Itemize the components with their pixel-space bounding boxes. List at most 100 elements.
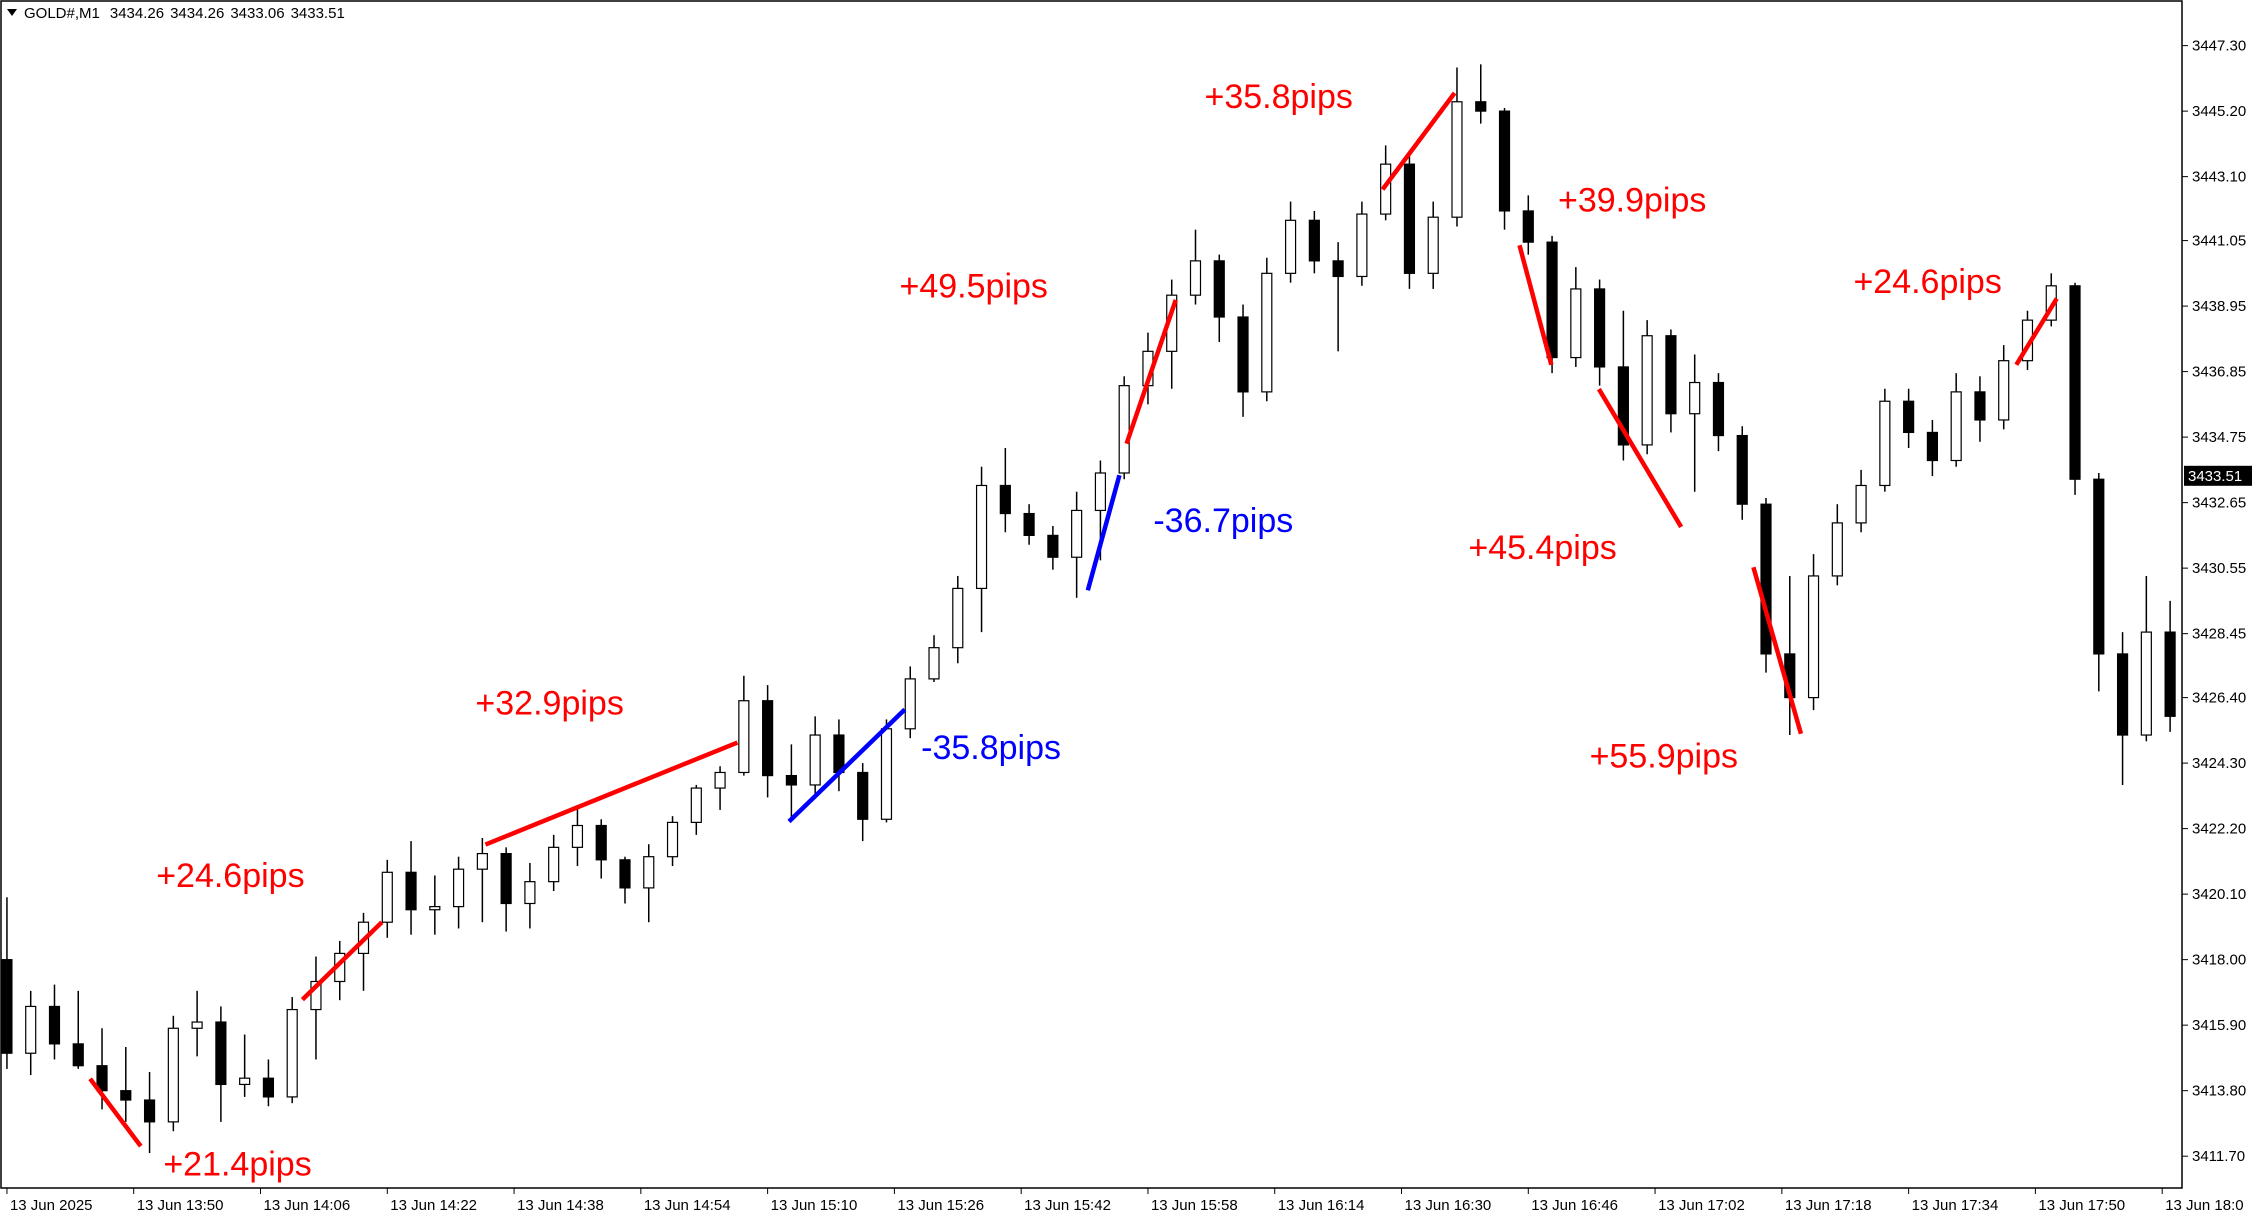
candle-body xyxy=(1641,335,1653,446)
x-tick-label: 13 Jun 17:50 xyxy=(2038,1197,2125,1214)
candle-body xyxy=(690,787,702,823)
y-tick-label: 3436.85 xyxy=(2192,364,2246,381)
x-tick-label: 13 Jun 14:54 xyxy=(644,1197,731,1214)
annotation-label: -35.8pips xyxy=(921,729,1061,767)
annotation-label: +45.4pips xyxy=(1468,529,1616,567)
y-tick-label: 3411.70 xyxy=(2192,1148,2245,1165)
candle-body xyxy=(1023,512,1035,536)
candle-body xyxy=(571,824,584,848)
candle-body xyxy=(25,1005,37,1054)
candle-body xyxy=(1094,472,1107,512)
y-tick-label: 3413.80 xyxy=(2192,1083,2246,1100)
candle-body xyxy=(738,700,750,774)
candle-body xyxy=(429,906,441,911)
quote-value: 3433.06 xyxy=(230,5,284,22)
annotation-label: +24.6pips xyxy=(1853,263,2001,301)
symbol: GOLD#,M1 xyxy=(24,5,100,22)
y-tick-label: 3422.20 xyxy=(2192,821,2246,838)
annotation-label: +21.4pips xyxy=(163,1146,311,1184)
candle-body xyxy=(809,734,821,786)
annotation-label: -36.7pips xyxy=(1153,502,1293,540)
candle-body xyxy=(1261,272,1273,393)
candle-body xyxy=(1213,260,1225,318)
candle-body xyxy=(548,846,560,883)
candle-body xyxy=(1855,484,1867,524)
candle-body xyxy=(1522,210,1534,243)
candle-body xyxy=(975,484,988,590)
x-tick-label: 13 Jun 14:06 xyxy=(264,1197,351,1214)
x-tick-label: 13 Jun 16:14 xyxy=(1278,1197,1365,1214)
candle-body xyxy=(48,1005,61,1045)
annotation-line xyxy=(2014,297,2059,366)
candle-body xyxy=(500,852,512,905)
x-tick-label: 13 Jun 15:42 xyxy=(1024,1197,1111,1214)
candle-body xyxy=(215,1021,227,1086)
annotation-label: +35.8pips xyxy=(1204,78,1352,116)
candle-body xyxy=(1950,391,1962,462)
y-tick-label: 3445.20 xyxy=(2192,103,2246,120)
plot-frame xyxy=(0,0,2183,1189)
y-tick-label: 3441.05 xyxy=(2192,233,2246,250)
y-tick-label: 3428.45 xyxy=(2192,626,2246,643)
candle-body xyxy=(1332,260,1344,278)
candle-body xyxy=(2116,653,2129,736)
candle-body xyxy=(762,700,774,777)
candle-body xyxy=(857,771,869,820)
y-tick-label: 3420.10 xyxy=(2192,886,2246,903)
annotation-label: +55.9pips xyxy=(1590,737,1738,775)
y-tick-label: 3426.40 xyxy=(2192,690,2246,707)
candle-body xyxy=(1712,381,1725,437)
candle-body xyxy=(1451,101,1463,218)
candle-body xyxy=(1498,110,1511,212)
candle-body xyxy=(1427,216,1439,274)
x-tick-label: 13 Jun 15:58 xyxy=(1151,1197,1238,1214)
candle-body xyxy=(1617,366,1629,446)
candle-body xyxy=(643,856,655,889)
annotation-line xyxy=(1085,474,1122,591)
x-tick-label: 13 Jun 15:26 xyxy=(897,1197,984,1214)
candle-body xyxy=(310,980,322,1011)
annotation-line xyxy=(484,740,739,847)
candle-body xyxy=(1118,385,1130,474)
candle-body xyxy=(191,1021,203,1029)
candle-body xyxy=(453,868,465,908)
annotation-label: +32.9pips xyxy=(475,684,623,722)
price-tag-box xyxy=(2184,465,2252,486)
x-tick-label: 13 Jun 17:02 xyxy=(1658,1197,1745,1214)
candle-body xyxy=(1403,163,1416,274)
candle-body xyxy=(1047,534,1059,558)
x-tick-label: 13 Jun 16:30 xyxy=(1405,1197,1492,1214)
x-tick-label: 13 Jun 14:38 xyxy=(517,1197,604,1214)
menu-triangle xyxy=(7,9,17,16)
x-tick-label: 13 Jun 2025 xyxy=(10,1197,93,1214)
annotation-line xyxy=(1380,91,1457,191)
candle-body xyxy=(1356,213,1368,278)
y-tick-label: 3447.30 xyxy=(2192,38,2246,55)
annotation-label: +24.6pips xyxy=(156,857,304,895)
y-tick-label: 3424.30 xyxy=(2192,755,2246,772)
candle-body xyxy=(120,1090,132,1101)
candle-body xyxy=(1071,509,1083,558)
candle-body xyxy=(381,871,393,923)
annotation-label: +39.9pips xyxy=(1558,181,1706,219)
candle-body xyxy=(1689,381,1701,415)
candle-body xyxy=(524,881,536,905)
candle-body xyxy=(2140,631,2152,736)
candle-body xyxy=(167,1027,179,1123)
candle-body xyxy=(1736,434,1748,505)
candle-body xyxy=(2093,478,2105,655)
annotation-line xyxy=(300,920,384,1002)
annotation-line xyxy=(1596,387,1684,529)
candle-body xyxy=(1546,241,1558,359)
x-tick-label: 13 Jun 13:50 xyxy=(137,1197,224,1214)
annotation-line xyxy=(787,707,907,824)
candle-body xyxy=(714,771,726,789)
x-tick-label: 13 Jun 18:0 xyxy=(2165,1197,2243,1214)
annotation-line xyxy=(88,1077,143,1148)
annotation-line xyxy=(1517,244,1554,366)
y-tick-label: 3418.00 xyxy=(2192,952,2246,969)
candle-body xyxy=(1879,400,1891,487)
candle-body xyxy=(1998,360,2010,421)
candle-body xyxy=(1570,288,1582,359)
